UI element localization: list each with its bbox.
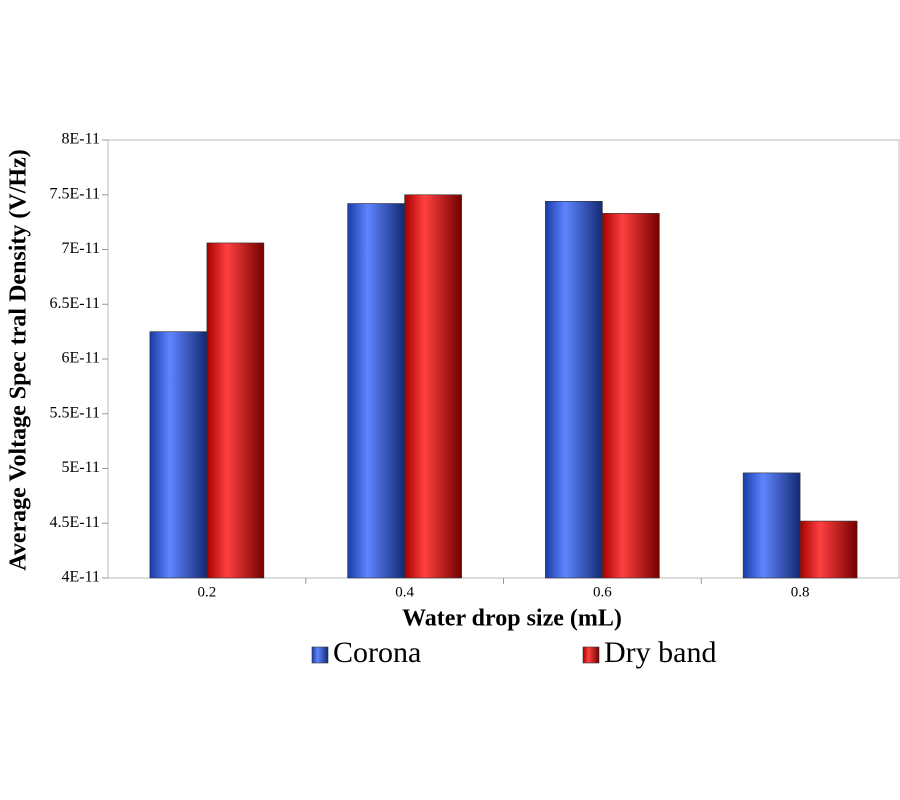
y-tick-label: 4.5E-11 [49,514,100,531]
legend-swatch [582,646,600,664]
x-tick-label: 0.2 [198,584,217,600]
legend-label: Dry band [604,636,716,669]
y-axis-title: Average Voltage Spec tral Density (V/Hz) [6,149,32,570]
x-axis-title: Water drop size (mL) [402,606,622,632]
bar [602,213,660,579]
legend-swatch [311,646,329,664]
bar [742,472,801,579]
y-tick-label: 4E-11 [61,569,100,586]
bar [404,194,462,579]
bar [347,203,405,579]
x-tick-label: 0.4 [395,584,414,600]
y-tick-label: 6E-11 [61,350,100,367]
y-tick-label: 7E-11 [61,240,100,257]
bar [799,520,858,579]
legend-label: Corona [333,636,421,669]
x-tick-label: 0.8 [791,584,810,600]
x-tick-label: 0.6 [593,584,612,600]
bar [206,242,265,579]
y-tick-label: 7.5E-11 [49,185,100,202]
y-tick-label: 5.5E-11 [49,404,100,421]
y-tick-label: 6.5E-11 [49,295,100,312]
bar [149,331,208,579]
bar [545,201,603,579]
y-tick-label: 5E-11 [61,459,100,476]
y-tick-label: 8E-11 [61,131,100,148]
